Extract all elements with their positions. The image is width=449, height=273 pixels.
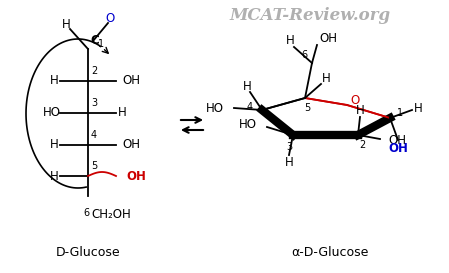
Text: 4: 4 xyxy=(247,102,253,112)
Text: H: H xyxy=(50,75,58,88)
Text: 5: 5 xyxy=(304,103,310,113)
Text: CH₂OH: CH₂OH xyxy=(91,208,131,221)
Text: 6: 6 xyxy=(302,50,308,60)
Text: 1: 1 xyxy=(98,39,104,49)
Text: H: H xyxy=(414,102,423,114)
Text: H: H xyxy=(286,34,295,48)
Text: 1: 1 xyxy=(397,108,403,118)
Text: O: O xyxy=(106,13,114,25)
Text: H: H xyxy=(118,106,126,120)
Text: H: H xyxy=(50,138,58,152)
Text: 4: 4 xyxy=(91,130,97,140)
Text: OH: OH xyxy=(126,170,146,182)
Text: MCAT-Review.org: MCAT-Review.org xyxy=(229,7,391,23)
Text: 2: 2 xyxy=(359,140,365,150)
Text: O: O xyxy=(350,94,360,108)
Text: H: H xyxy=(242,79,251,93)
Text: D-Glucose: D-Glucose xyxy=(56,247,120,260)
Text: H: H xyxy=(62,19,70,31)
Text: α-D-Glucose: α-D-Glucose xyxy=(291,247,369,260)
Text: 6: 6 xyxy=(83,208,89,218)
Text: OH: OH xyxy=(319,32,337,46)
Text: H: H xyxy=(321,73,330,85)
Text: OH: OH xyxy=(388,141,408,155)
Text: C: C xyxy=(90,34,99,47)
Text: HO: HO xyxy=(206,102,224,114)
Text: OH: OH xyxy=(122,138,140,152)
Text: H: H xyxy=(356,103,365,117)
Text: 5: 5 xyxy=(91,161,97,171)
Text: H: H xyxy=(285,156,293,168)
Text: OH: OH xyxy=(388,135,406,147)
Text: OH: OH xyxy=(122,75,140,88)
Text: 2: 2 xyxy=(91,66,97,76)
Text: 3: 3 xyxy=(286,142,292,152)
Text: HO: HO xyxy=(239,118,257,132)
Text: HO: HO xyxy=(43,106,61,120)
Text: 3: 3 xyxy=(91,98,97,108)
Text: H: H xyxy=(50,170,58,182)
